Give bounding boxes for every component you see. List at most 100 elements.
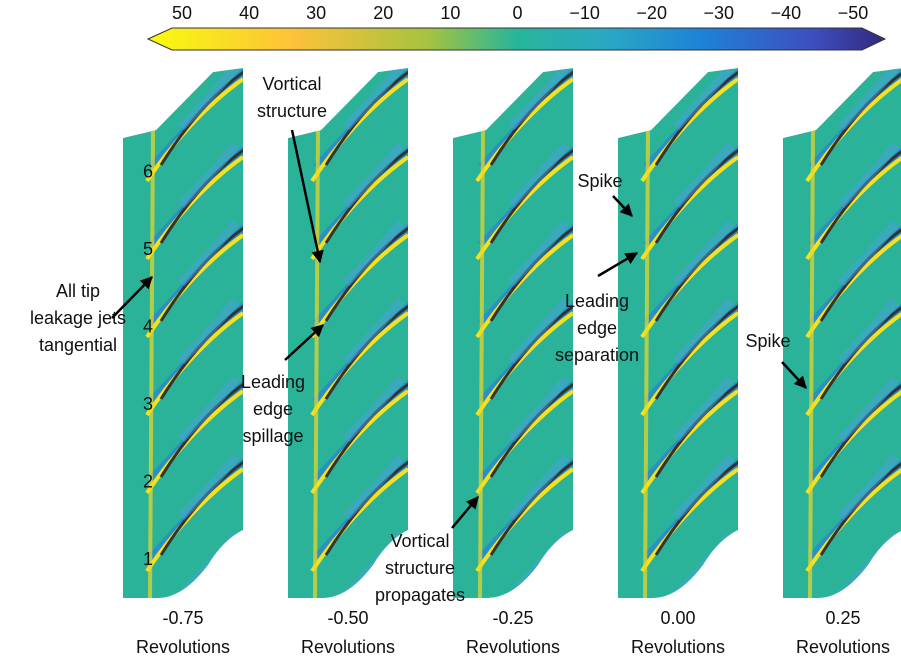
panel-unit: Revolutions: [301, 637, 395, 657]
annotation-text: edge: [577, 318, 617, 338]
yellow-streak: [805, 467, 901, 573]
annotation-text: Vortical: [262, 74, 321, 94]
yellow-streak: [640, 77, 738, 183]
annotation-text: Spike: [577, 171, 622, 191]
colorbar-tick-label: −20: [636, 3, 667, 23]
panel-unit: Revolutions: [466, 637, 560, 657]
blue-wake: [672, 142, 735, 209]
contour-panel: [618, 68, 738, 598]
leading-edge-band: [643, 129, 650, 598]
colorbar: [146, 27, 887, 51]
yellow-streak: [147, 0, 243, 25]
blue-wake: [507, 68, 570, 131]
panel-time: -0.50: [327, 608, 368, 628]
annotation-text: edge: [253, 399, 293, 419]
blade-number: 5: [143, 239, 153, 259]
yellow-streak: [145, 311, 243, 417]
colorbar-tick-label: −50: [838, 3, 869, 23]
yellow-streak: [640, 467, 738, 573]
blue-wake: [342, 220, 405, 287]
yellow-streak: [312, 0, 408, 25]
yellow-streak: [475, 77, 573, 183]
yellow-streak: [145, 233, 243, 339]
annotation-arrow: [451, 496, 479, 529]
blade-number: 2: [143, 471, 153, 491]
blade-number: 1: [143, 549, 153, 569]
blue-streak: [481, 0, 576, 11]
blue-wake: [177, 376, 240, 443]
blue-wake: [342, 376, 405, 443]
yellow-streak: [640, 311, 738, 417]
blue-wake: [837, 142, 900, 209]
blue-wake: [837, 220, 900, 287]
panel-unit: Revolutions: [796, 637, 890, 657]
annotation-arrow: [290, 129, 324, 264]
annotation-arrow: [781, 361, 807, 389]
leading-edge-band: [808, 129, 815, 598]
panel-unit: Revolutions: [631, 637, 725, 657]
yellow-streak: [640, 155, 738, 261]
leading-edge-band: [148, 129, 155, 598]
annotation-arrow: [612, 195, 633, 217]
leading-edge-band: [313, 129, 320, 598]
annotation-text: tangential: [39, 335, 117, 355]
yellow-streak: [640, 233, 738, 339]
annotation-text: structure: [257, 101, 327, 121]
yellow-streak: [145, 77, 243, 183]
blue-wake: [342, 142, 405, 209]
blue-wake: [507, 454, 570, 521]
annotation-text: spillage: [242, 426, 303, 446]
blue-wake: [177, 220, 240, 287]
yellow-streak: [805, 389, 901, 495]
blue-wake: [342, 454, 405, 521]
annotation-text: All tip: [56, 281, 100, 301]
leading-edge-band: [478, 129, 485, 598]
annotation-text: propagates: [375, 585, 465, 605]
panels: [123, 0, 901, 598]
blue-wake: [507, 298, 570, 365]
annotation-text: Leading: [241, 372, 305, 392]
blue-wake: [507, 376, 570, 443]
annotation-arrow: [111, 276, 153, 319]
blue-streak: [316, 0, 411, 11]
contour-panel: [783, 68, 901, 598]
annotation-text: leakage jets: [30, 308, 126, 328]
blue-wake: [177, 142, 240, 209]
annotation-text: separation: [555, 345, 639, 365]
blade: [491, 0, 581, 9]
colorbar-tick-label: 50: [172, 3, 192, 23]
labels: 50 40 30 20 10 0 −10 −20 −30 −40 −50 -0.75 Revolutio…: [30, 3, 890, 657]
contour-panel: [453, 0, 581, 598]
blue-wake: [507, 220, 570, 287]
blue-wake: [507, 142, 570, 209]
blue-wake: [837, 298, 900, 365]
yellow-streak: [310, 77, 408, 183]
annotation-text: structure: [385, 558, 455, 578]
colorbar-tick-label: 40: [239, 3, 259, 23]
yellow-streak: [145, 467, 243, 573]
yellow-streak: [145, 155, 243, 261]
blue-wake: [672, 454, 735, 521]
annotation-arrow: [284, 324, 324, 361]
blue-wake: [342, 68, 405, 131]
yellow-streak: [475, 155, 573, 261]
yellow-streak: [475, 233, 573, 339]
yellow-streak: [477, 0, 573, 25]
yellow-streak: [475, 311, 573, 417]
yellow-streak: [310, 155, 408, 261]
panel-time: -0.75: [162, 608, 203, 628]
yellow-streak: [475, 389, 573, 495]
colorbar-tick-label: 10: [440, 3, 460, 23]
yellow-streak: [640, 389, 738, 495]
yellow-streak: [310, 467, 408, 573]
blue-wake: [177, 454, 240, 521]
blue-wake: [177, 298, 240, 365]
blue-wake: [672, 220, 735, 287]
blue-wake: [837, 68, 900, 131]
blade: [326, 0, 416, 9]
blue-wake: [672, 376, 735, 443]
panel-time: 0.00: [660, 608, 695, 628]
colorbar-tick-label: −40: [771, 3, 802, 23]
